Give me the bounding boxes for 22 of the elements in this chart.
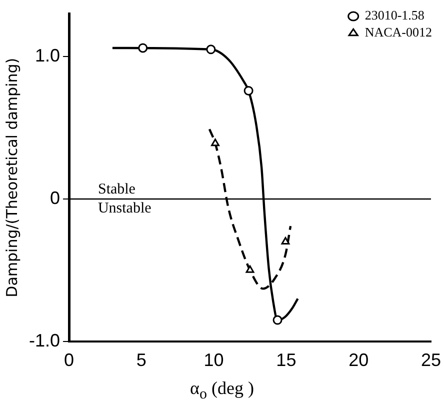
annotation: Unstable [98,200,152,216]
y-tick-label: 0 [50,188,60,208]
x-tick-label: 10 [204,350,224,370]
x-tick-label: 0 [64,350,74,370]
y-tick-label: -1.0 [28,330,60,350]
y-axis-title: Damping/(Theoretical damping) [2,58,21,298]
x-axis-title: α$_{o}$ (deg ) [189,378,255,404]
legend-label: NACA-0012 [364,24,432,40]
x-tick-label: 20 [348,350,369,370]
legend-label: 23010-1.58 [364,8,424,23]
point [206,44,216,54]
point [281,236,290,244]
point [211,138,220,146]
x-tick-label: 5 [136,350,146,370]
annotation: Stable [98,181,136,198]
point [244,86,254,96]
point [246,265,254,273]
point [272,315,282,325]
point [138,43,148,53]
x-tick-label: 15 [276,350,296,370]
y-tick-label: 1.0 [34,46,60,66]
x-tick-label: 25 [420,350,442,370]
